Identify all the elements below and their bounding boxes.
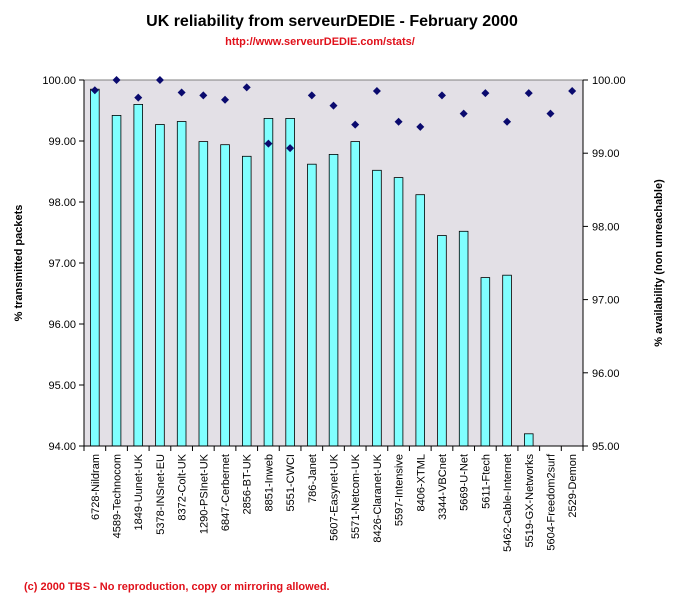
bar-5607-easynet-uk	[328, 153, 339, 447]
category-label: 6728-Nildram	[90, 454, 102, 520]
right-tick-label: 100.00	[592, 75, 626, 87]
left-tick-label: 95.00	[48, 380, 76, 392]
availability-marker-5462-cable-internet	[503, 117, 512, 126]
left-ticks: 94.00 95.00 96.00 97.00 98.00 99.00 100.00	[42, 75, 84, 453]
right-tick-label: 99.00	[592, 148, 620, 160]
bar-8426-claranet-uk	[372, 169, 382, 447]
availability-marker-5607-easynet-uk	[329, 101, 338, 110]
availability-marker-1849-uunet-uk	[134, 93, 143, 102]
bar-786-janet	[307, 163, 317, 447]
category-label: 5551-CWCI	[285, 454, 297, 511]
category-label: 4589-Technocom	[112, 454, 124, 538]
bar-5551-cwci	[285, 118, 295, 447]
left-tick-label: 99.00	[48, 136, 76, 148]
markers-layer	[90, 76, 577, 153]
category-label: 5378-INSnet-EU	[155, 454, 167, 535]
bar-6728-nildram	[90, 88, 100, 447]
availability-marker-2529-demon	[568, 86, 577, 95]
availability-marker-8426-claranet-uk	[372, 86, 381, 95]
left-tick-label: 97.00	[48, 258, 76, 270]
availability-marker-5551-cwci	[286, 144, 295, 153]
category-label: 5519-GX-Networks	[524, 454, 536, 548]
availability-marker-6728-nildram	[90, 86, 99, 95]
category-labels: 6728-Nildram 4589-Technocom 1849-Uunet-UK 5…	[90, 453, 579, 552]
category-label: 5597-Intensive	[394, 454, 406, 526]
category-label: 6847-Cerbernet	[220, 454, 232, 531]
category-label: 5607-Easynet-UK	[329, 453, 341, 540]
category-label: 5604-Freedom2surf	[546, 453, 558, 551]
left-tick-label: 96.00	[48, 319, 76, 331]
availability-marker-8851-inweb	[264, 139, 273, 148]
availability-marker-5604-freedom2surf	[546, 109, 555, 118]
category-label: 5669-U-Net	[459, 454, 471, 511]
category-label: 8406-XTML	[415, 454, 427, 511]
chart-subtitle-url: http://www.serveurDEDIE.com/stats/	[225, 36, 415, 48]
category-label: 2529-Demon	[567, 454, 579, 518]
category-label: 5611-Ftech	[480, 454, 492, 509]
bar-5597-intensive	[393, 177, 404, 447]
category-label: 786-Janet	[307, 454, 319, 503]
x-ticks	[83, 446, 584, 451]
bar-8851-inweb	[263, 118, 274, 447]
availability-marker-5597-intensive	[394, 117, 403, 126]
copyright-footer: (c) 2000 TBS - No reproduction, copy or …	[24, 581, 330, 593]
category-label: 5462-Cable-Internet	[502, 454, 514, 552]
bar-8372-colt-uk	[176, 121, 187, 447]
right-ticks: 95.00 96.00 97.00 98.00 99.00 100.00	[583, 75, 626, 453]
availability-marker-6847-cerbernet	[221, 95, 230, 104]
right-tick-label: 98.00	[592, 221, 620, 233]
availability-marker-5571-netcom-uk	[351, 120, 360, 129]
bar-5378-insnet-eu	[155, 124, 165, 447]
category-label: 8851-Inweb	[263, 454, 275, 512]
bar-8406-xtml	[415, 194, 425, 447]
chart-title: UK reliability from serveurDEDIE - Febru…	[146, 13, 518, 30]
bar-5611-ftech	[480, 277, 491, 447]
bar-5669-u-net	[458, 230, 469, 447]
bar-5571-netcom-uk	[350, 141, 360, 447]
availability-marker-8406-xtml	[416, 122, 425, 131]
category-label: 1290-PSInet-UK	[198, 453, 210, 534]
bar-5519-gx-networks	[524, 433, 534, 447]
right-tick-label: 96.00	[592, 368, 620, 380]
category-label: 8372-Colt-UK	[177, 453, 189, 520]
availability-marker-5378-insnet-eu	[155, 76, 164, 84]
availability-marker-5611-ftech	[481, 89, 490, 98]
left-tick-label: 98.00	[48, 197, 76, 209]
category-label: 8426-Claranet-UK	[372, 453, 384, 542]
availability-marker-5669-u-net	[459, 109, 468, 118]
left-tick-label: 100.00	[42, 75, 76, 87]
bar-1290-psinet-uk	[198, 141, 209, 447]
bar-6847-cerbernet	[220, 144, 230, 447]
category-label: 5571-Netcom-UK	[350, 453, 362, 539]
availability-marker-786-janet	[307, 91, 316, 100]
bar-3344-vbcnet	[437, 235, 447, 447]
availability-marker-5519-gx-networks	[524, 89, 533, 98]
bar-1849-uunet-uk	[133, 104, 143, 447]
availability-marker-3344-vbcnet	[437, 91, 446, 100]
right-tick-label: 97.00	[592, 295, 620, 307]
category-label: 1849-Uunet-UK	[133, 453, 145, 530]
left-tick-label: 94.00	[48, 441, 76, 453]
bar-5462-cable-internet	[502, 274, 512, 447]
y-axis-label-left: % transmitted packets	[13, 205, 25, 322]
category-label: 3344-VBCnet	[437, 454, 449, 520]
bar-4589-technocom	[111, 115, 122, 447]
bar-2856-bt-uk	[241, 155, 252, 447]
availability-marker-2856-bt-uk	[242, 83, 251, 92]
category-label: 2856-BT-UK	[242, 453, 254, 514]
availability-marker-4589-technocom	[112, 76, 121, 84]
right-tick-label: 95.00	[592, 441, 620, 453]
availability-marker-1290-psinet-uk	[199, 91, 208, 100]
availability-marker-8372-colt-uk	[177, 88, 186, 97]
y-axis-label-right: % availability (non unreachable)	[653, 179, 665, 347]
